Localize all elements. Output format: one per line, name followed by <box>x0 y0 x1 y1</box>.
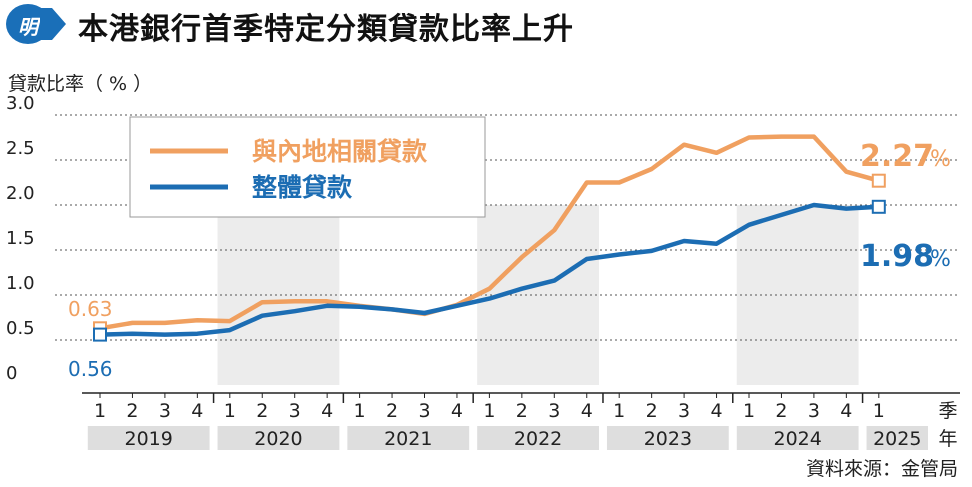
series-lines <box>93 134 886 342</box>
year-label: 2023 <box>644 428 692 450</box>
quarter-label: 3 <box>289 400 301 422</box>
quarter-label: 4 <box>191 400 203 422</box>
quarter-unit-label: 季 <box>938 400 957 422</box>
year-bar-2019 <box>87 426 210 450</box>
quarter-label: 4 <box>840 400 852 422</box>
year-bands <box>217 205 859 385</box>
y-tick-label: 1.0 <box>6 273 35 294</box>
y-tick-label: 2.5 <box>6 138 35 159</box>
endpoint-marker <box>93 327 107 342</box>
end-value-mainland: 2.27 <box>860 139 934 174</box>
page-title: 本港銀行首季特定分類貸款比率上升 <box>78 12 574 47</box>
y-tick-label: 2.0 <box>6 183 35 204</box>
quarter-label: 1 <box>354 400 366 422</box>
quarter-label: 3 <box>418 400 430 422</box>
quarter-label: 2 <box>775 400 787 422</box>
endpoint-marker <box>871 173 886 188</box>
y-tick-label: 0.5 <box>6 318 35 339</box>
legend-label-overall: 整體貸款 <box>252 173 353 202</box>
quarter-label: 4 <box>451 400 463 422</box>
quarter-label: 1 <box>873 400 885 422</box>
year-label: 2024 <box>773 428 821 450</box>
y-tick-label: 3.0 <box>6 93 35 114</box>
quarter-label: 4 <box>711 400 723 422</box>
logo-text: 明 <box>18 15 38 39</box>
year-label: 2025 <box>873 428 921 450</box>
header: 明 本港銀行首季特定分類貸款比率上升 <box>0 0 972 48</box>
year-label: 2021 <box>384 428 432 450</box>
quarter-label: 2 <box>386 400 398 422</box>
y-tick-label: 0 <box>6 363 17 384</box>
year-band-2024 <box>736 205 859 385</box>
year-label: 2019 <box>124 428 172 450</box>
year-bar-2024 <box>736 426 859 450</box>
start-value-overall: 0.56 <box>68 357 113 381</box>
end-pct-overall: % <box>930 247 951 272</box>
y-tick-labels: 3.0 2.5 2.0 1.5 1.0 0.5 0 <box>6 93 35 384</box>
y-axis-label: 貸款比率（ % ） <box>8 73 152 95</box>
legend: 與內地相關貸款 整體貸款 <box>129 116 486 218</box>
year-label: 2020 <box>254 428 302 450</box>
quarter-label: 1 <box>743 400 755 422</box>
series-line-overall <box>99 202 879 337</box>
year-bar-2021 <box>347 426 470 450</box>
quarter-label: 4 <box>321 400 333 422</box>
year-bar-2022 <box>477 426 599 450</box>
end-pct-mainland: % <box>930 147 951 172</box>
quarter-label: 1 <box>613 400 625 422</box>
quarter-label: 3 <box>159 400 171 422</box>
quarter-label: 1 <box>94 400 106 422</box>
year-bar-2025 <box>866 426 928 450</box>
year-bar-2020 <box>217 426 340 450</box>
year-band-2020 <box>217 205 340 385</box>
year-label: 2022 <box>514 428 562 450</box>
y-tick-label: 1.5 <box>6 228 35 249</box>
legend-label-mainland: 與內地相關貸款 <box>252 137 428 166</box>
logo-tab-icon <box>40 8 66 40</box>
quarter-label: 2 <box>256 400 268 422</box>
annotations: 0.63 0.56 2.27 % 1.98 % <box>68 139 951 381</box>
quarter-label: 2 <box>126 400 138 422</box>
quarter-label: 1 <box>483 400 495 422</box>
legend-frame <box>129 116 486 218</box>
year-bar-2023 <box>606 426 729 450</box>
quarter-label: 2 <box>516 400 528 422</box>
year-unit-label: 年 <box>938 428 957 450</box>
quarter-label: 3 <box>548 400 560 422</box>
series-line-mainland <box>99 134 880 331</box>
quarter-label: 3 <box>678 400 690 422</box>
quarter-label: 3 <box>808 400 820 422</box>
quarter-label: 1 <box>224 400 236 422</box>
endpoint-marker <box>871 199 886 214</box>
end-value-overall: 1.98 <box>860 239 934 274</box>
source-note: 資料來源：金管局 <box>806 458 958 480</box>
quarter-label: 2 <box>646 400 658 422</box>
start-value-mainland: 0.63 <box>68 297 113 321</box>
quarter-label: 4 <box>581 400 593 422</box>
